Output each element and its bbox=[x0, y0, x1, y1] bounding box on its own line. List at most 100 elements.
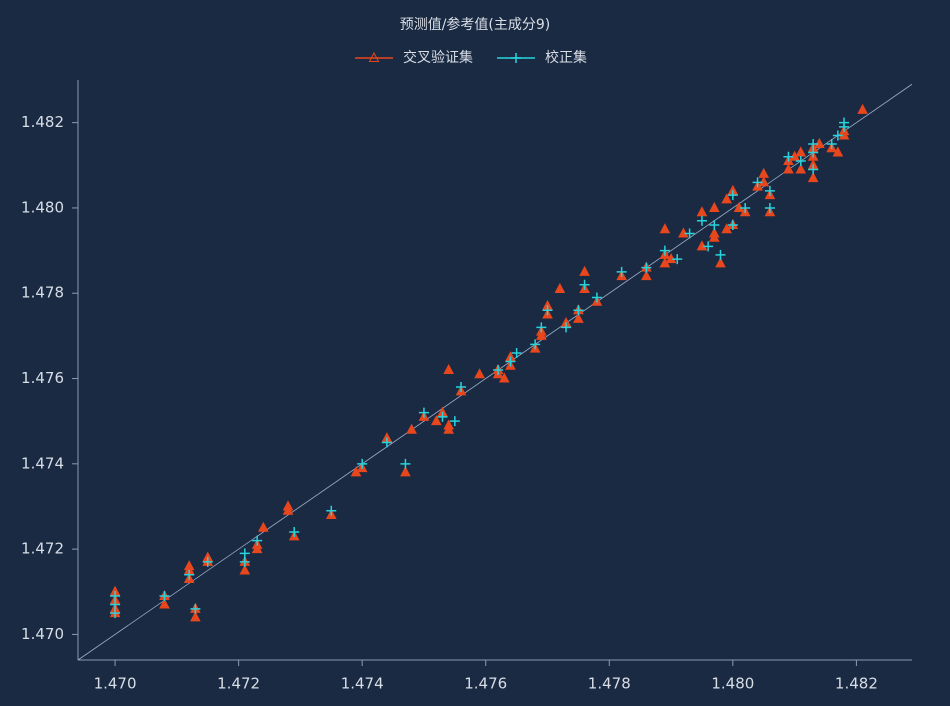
point bbox=[573, 305, 584, 316]
point bbox=[159, 598, 170, 609]
point bbox=[807, 172, 819, 183]
point bbox=[838, 129, 850, 140]
point bbox=[183, 560, 195, 571]
x-tick-label: 1.480 bbox=[711, 675, 754, 693]
point bbox=[641, 270, 652, 281]
point bbox=[795, 146, 807, 157]
point bbox=[239, 564, 251, 575]
point bbox=[400, 466, 411, 477]
point bbox=[258, 521, 269, 532]
x-tick-label: 1.472 bbox=[217, 675, 260, 693]
point bbox=[696, 206, 708, 217]
point bbox=[659, 223, 671, 234]
point bbox=[400, 458, 411, 469]
point bbox=[573, 312, 584, 323]
point bbox=[684, 228, 695, 239]
point bbox=[252, 535, 263, 546]
point bbox=[708, 231, 720, 242]
point bbox=[678, 227, 689, 238]
point bbox=[857, 103, 868, 114]
point bbox=[511, 347, 522, 358]
point bbox=[808, 138, 819, 149]
y-tick-label: 1.480 bbox=[21, 198, 64, 216]
point bbox=[727, 220, 738, 230]
point bbox=[282, 504, 294, 515]
point bbox=[536, 329, 547, 340]
point bbox=[641, 262, 652, 273]
point bbox=[190, 603, 201, 614]
point bbox=[493, 365, 504, 375]
point bbox=[430, 415, 442, 426]
point bbox=[696, 215, 707, 226]
point bbox=[190, 611, 201, 622]
point bbox=[733, 201, 745, 212]
point bbox=[764, 185, 775, 196]
legend-marker bbox=[511, 53, 521, 63]
point bbox=[110, 608, 121, 619]
point bbox=[783, 151, 794, 162]
x-tick-label: 1.470 bbox=[94, 675, 137, 693]
point bbox=[554, 282, 566, 293]
point bbox=[579, 279, 590, 290]
point bbox=[616, 266, 627, 277]
y-tick-label: 1.478 bbox=[21, 284, 64, 302]
point bbox=[184, 569, 195, 580]
point bbox=[832, 130, 843, 141]
point bbox=[579, 265, 590, 276]
point bbox=[721, 193, 732, 204]
point bbox=[474, 368, 485, 379]
legend-marker bbox=[368, 51, 380, 62]
point bbox=[289, 527, 300, 538]
point bbox=[239, 548, 250, 559]
y-tick-label: 1.474 bbox=[21, 454, 64, 472]
y-tick-label: 1.482 bbox=[21, 113, 64, 131]
point bbox=[783, 163, 794, 174]
point bbox=[826, 138, 837, 149]
point bbox=[406, 423, 417, 434]
point bbox=[110, 591, 121, 602]
point bbox=[498, 372, 510, 383]
point bbox=[418, 407, 429, 418]
point bbox=[795, 156, 806, 167]
point bbox=[561, 322, 572, 333]
point bbox=[808, 147, 819, 158]
x-tick-label: 1.474 bbox=[341, 675, 384, 693]
point bbox=[708, 201, 720, 212]
point bbox=[110, 599, 121, 610]
point bbox=[456, 382, 467, 393]
point bbox=[443, 419, 454, 430]
legend-label: 校正集 bbox=[545, 49, 587, 66]
point bbox=[740, 202, 751, 213]
point bbox=[202, 556, 213, 567]
point bbox=[727, 190, 738, 201]
chart-title: 预测值/参考值(主成分9) bbox=[400, 16, 551, 33]
y-tick-label: 1.472 bbox=[21, 540, 64, 558]
point bbox=[808, 164, 819, 175]
y-tick-label: 1.476 bbox=[21, 369, 64, 387]
point bbox=[715, 257, 726, 268]
point bbox=[795, 163, 807, 174]
point bbox=[239, 556, 250, 567]
point bbox=[659, 245, 670, 256]
point bbox=[839, 117, 850, 128]
point bbox=[703, 241, 714, 252]
point bbox=[159, 591, 170, 602]
point bbox=[505, 356, 516, 367]
x-tick-label: 1.476 bbox=[464, 675, 507, 693]
point bbox=[715, 249, 726, 260]
point bbox=[449, 416, 460, 427]
point bbox=[437, 411, 448, 422]
point bbox=[752, 177, 763, 188]
point bbox=[764, 202, 775, 213]
x-tick-label: 1.478 bbox=[588, 675, 631, 693]
point bbox=[672, 254, 683, 265]
point bbox=[530, 339, 541, 350]
point bbox=[251, 543, 263, 554]
point bbox=[536, 322, 547, 333]
point bbox=[443, 363, 454, 374]
point bbox=[709, 220, 720, 230]
point bbox=[832, 146, 844, 157]
point bbox=[381, 437, 392, 448]
